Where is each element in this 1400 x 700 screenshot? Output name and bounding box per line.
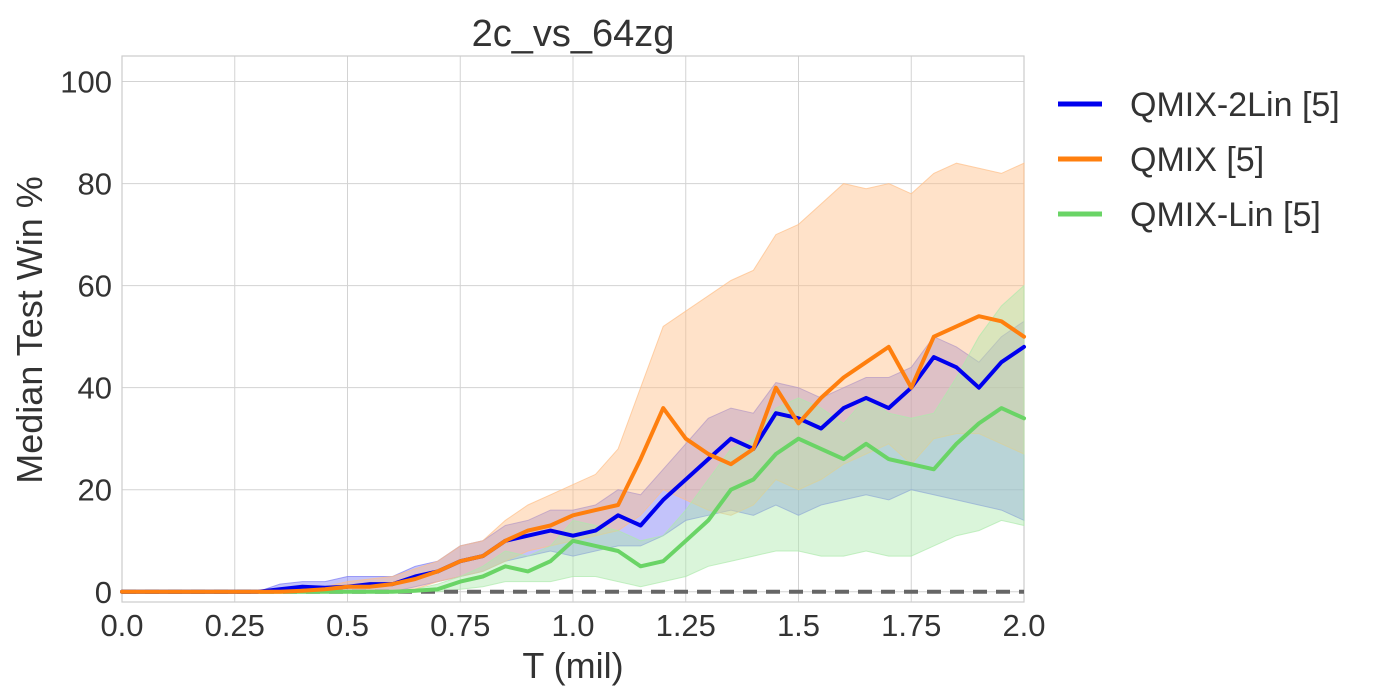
y-tick-label: 0 bbox=[95, 575, 112, 610]
x-tick-label: 1.75 bbox=[881, 608, 941, 643]
legend-label-0: QMIX-2Lin [5] bbox=[1130, 86, 1340, 124]
x-tick-label: 1.25 bbox=[656, 608, 716, 643]
legend: QMIX-2Lin [5] QMIX [5] QMIX-Lin [5] bbox=[1058, 86, 1340, 234]
line-series-2 bbox=[120, 406, 1026, 594]
y-tick-label: 100 bbox=[60, 65, 112, 100]
series-lines bbox=[120, 314, 1026, 594]
confidence-bands bbox=[122, 162, 1025, 593]
x-tick-label: 1.5 bbox=[777, 608, 820, 643]
y-tick-label: 40 bbox=[78, 371, 112, 406]
y-tick-labels: 0 20 40 60 80 100 bbox=[60, 65, 112, 610]
x-axis-label: T (mil) bbox=[522, 645, 623, 686]
line-series-1 bbox=[120, 314, 1026, 594]
legend-label-1: QMIX [5] bbox=[1130, 141, 1264, 179]
y-tick-label: 20 bbox=[78, 473, 112, 508]
band-series-2 bbox=[122, 284, 1025, 593]
y-tick-label: 60 bbox=[78, 269, 112, 304]
x-tick-label: 0.25 bbox=[205, 608, 265, 643]
chart-title: 2c_vs_64zg bbox=[472, 13, 675, 55]
x-tick-label: 2.0 bbox=[1002, 608, 1045, 643]
x-tick-label: 0.0 bbox=[100, 608, 143, 643]
y-tick-label: 80 bbox=[78, 167, 112, 202]
y-axis-label: Median Test Win % bbox=[9, 176, 50, 483]
x-tick-labels: 0.0 0.25 0.5 0.75 1.0 1.25 1.5 1.75 2.0 bbox=[100, 608, 1045, 643]
legend-label-2: QMIX-Lin [5] bbox=[1130, 196, 1321, 234]
x-tick-label: 0.75 bbox=[430, 608, 490, 643]
x-tick-label: 1.0 bbox=[551, 608, 594, 643]
x-tick-label: 0.5 bbox=[326, 608, 369, 643]
